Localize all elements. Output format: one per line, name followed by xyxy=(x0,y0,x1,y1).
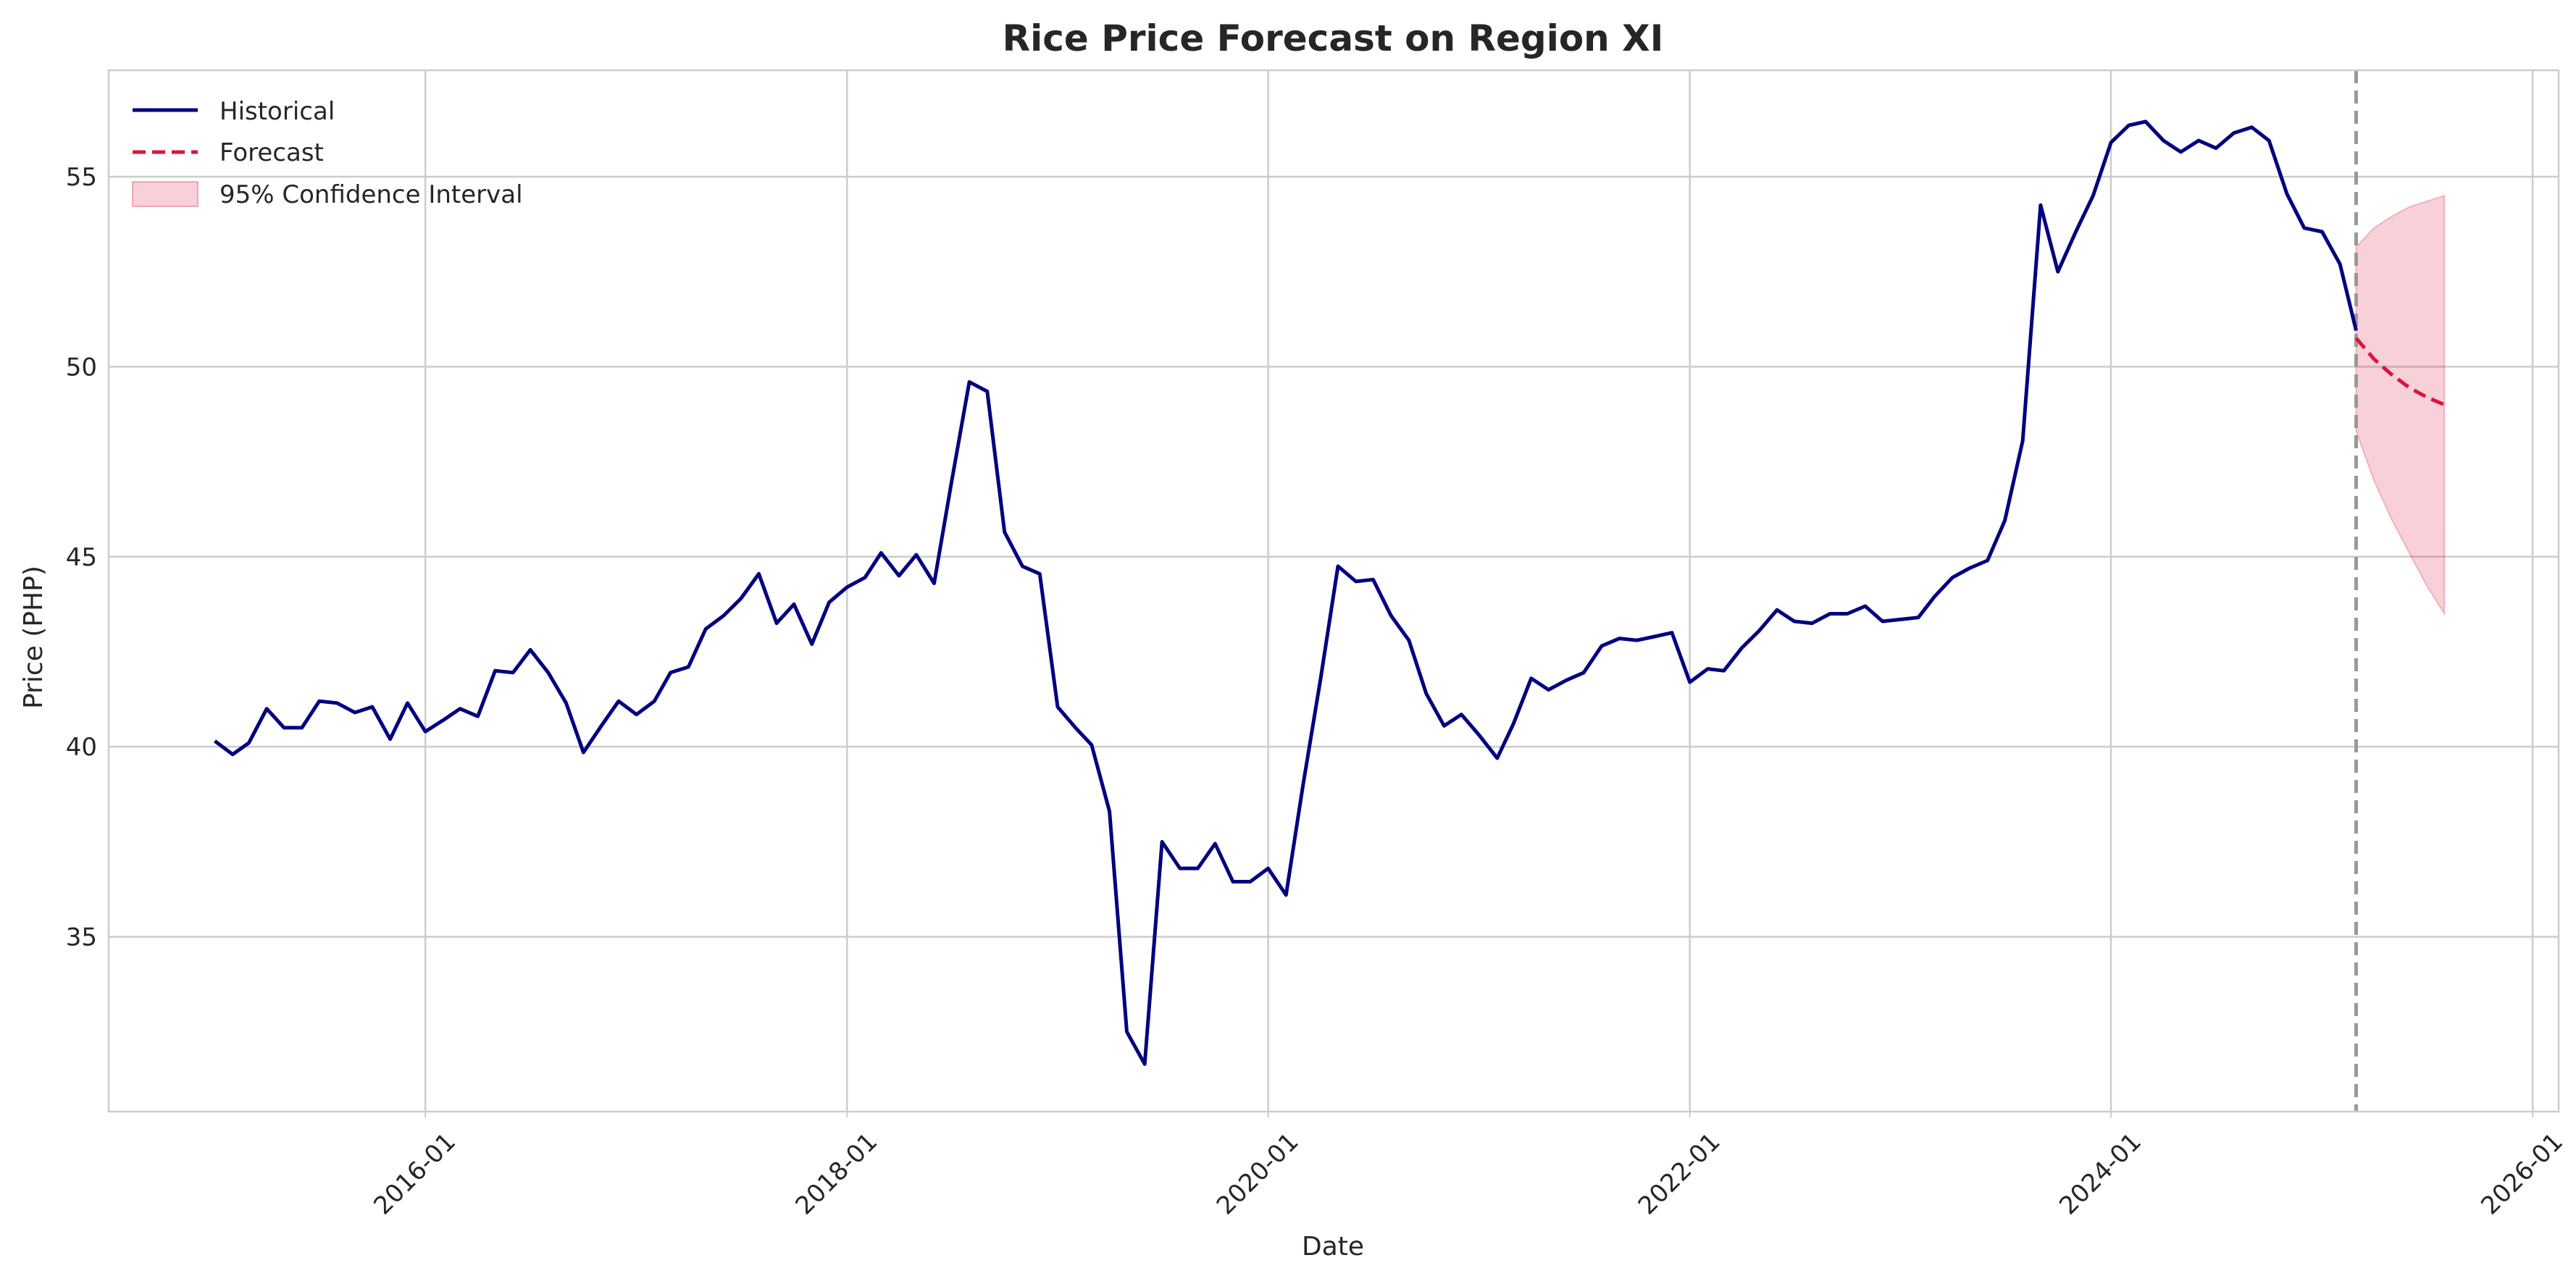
y-axis-ticks: 35 40 45 50 55 xyxy=(66,163,97,952)
confidence-interval-band xyxy=(2355,194,2446,616)
legend-ci-swatch xyxy=(132,181,198,207)
y-tick-label: 40 xyxy=(66,733,97,762)
historical-series-line xyxy=(214,119,2358,1066)
legend-forecast-label: Forecast xyxy=(219,138,324,167)
y-axis-label: Price (PHP) xyxy=(19,566,49,709)
grid-lines xyxy=(109,70,2559,1112)
y-tick-label: 45 xyxy=(66,543,97,572)
plot-area-frame xyxy=(107,69,2560,1113)
y-tick-label: 55 xyxy=(66,163,97,192)
legend-ci-label: 95% Confidence Interval xyxy=(219,180,523,209)
legend-historical-label: Historical xyxy=(219,97,335,126)
forecast-series-line xyxy=(2354,337,2446,407)
y-tick-label: 35 xyxy=(66,923,97,952)
y-tick-label: 50 xyxy=(66,353,97,382)
legend: Historical Forecast 95% Confidence Inter… xyxy=(132,97,523,209)
x-axis-label: Date xyxy=(1302,1232,1364,1262)
chart-title: Rice Price Forecast on Region XI xyxy=(1003,17,1664,59)
